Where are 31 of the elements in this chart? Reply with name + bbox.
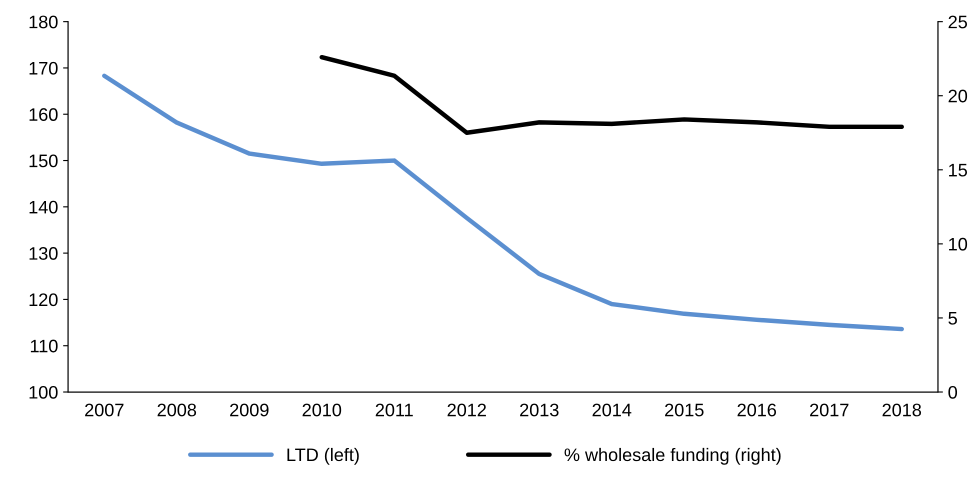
y2-tick-label: 10 <box>949 238 968 251</box>
x-tick-label: 2010 <box>302 404 342 416</box>
y-tick-label: 100 <box>30 386 58 399</box>
y-tick-label: 170 <box>30 62 58 75</box>
line-series <box>320 54 904 135</box>
x-tick-label: 2012 <box>448 404 486 416</box>
y-tick-label: 120 <box>30 293 58 306</box>
x-tick-label: 2016 <box>738 404 776 416</box>
x-tick-label: 2008 <box>158 404 196 416</box>
y-tick-label: 140 <box>30 200 58 214</box>
x-tick-label: 2007 <box>85 404 124 416</box>
x-tick-label: 2009 <box>230 404 269 416</box>
legend-label: % wholesale funding (right) <box>564 448 781 465</box>
y-tick-label: 180 <box>30 16 58 28</box>
y2-tick-label: 25 <box>948 16 968 28</box>
x-tick-label: 2018 <box>882 404 922 416</box>
x-tick-label: 2013 <box>520 404 559 416</box>
y2-tick-label: 20 <box>948 90 968 102</box>
y2-tick-label: 0 <box>948 386 958 399</box>
x-tick-label: 2015 <box>665 404 704 416</box>
x-tick-label: 2011 <box>376 404 413 416</box>
y2-tick-label: 5 <box>948 312 957 325</box>
y2-tick-label: 15 <box>949 164 968 177</box>
y-tick-label: 110 <box>30 340 58 352</box>
y-tick-label: 160 <box>30 108 58 121</box>
line-series <box>102 74 904 332</box>
y-tick-label: 150 <box>30 154 58 168</box>
x-tick-label: 2014 <box>592 404 632 416</box>
y-tick-label: 130 <box>30 247 58 260</box>
legend-label: LTD (left) <box>287 448 359 465</box>
x-tick-label: 2017 <box>810 404 848 416</box>
